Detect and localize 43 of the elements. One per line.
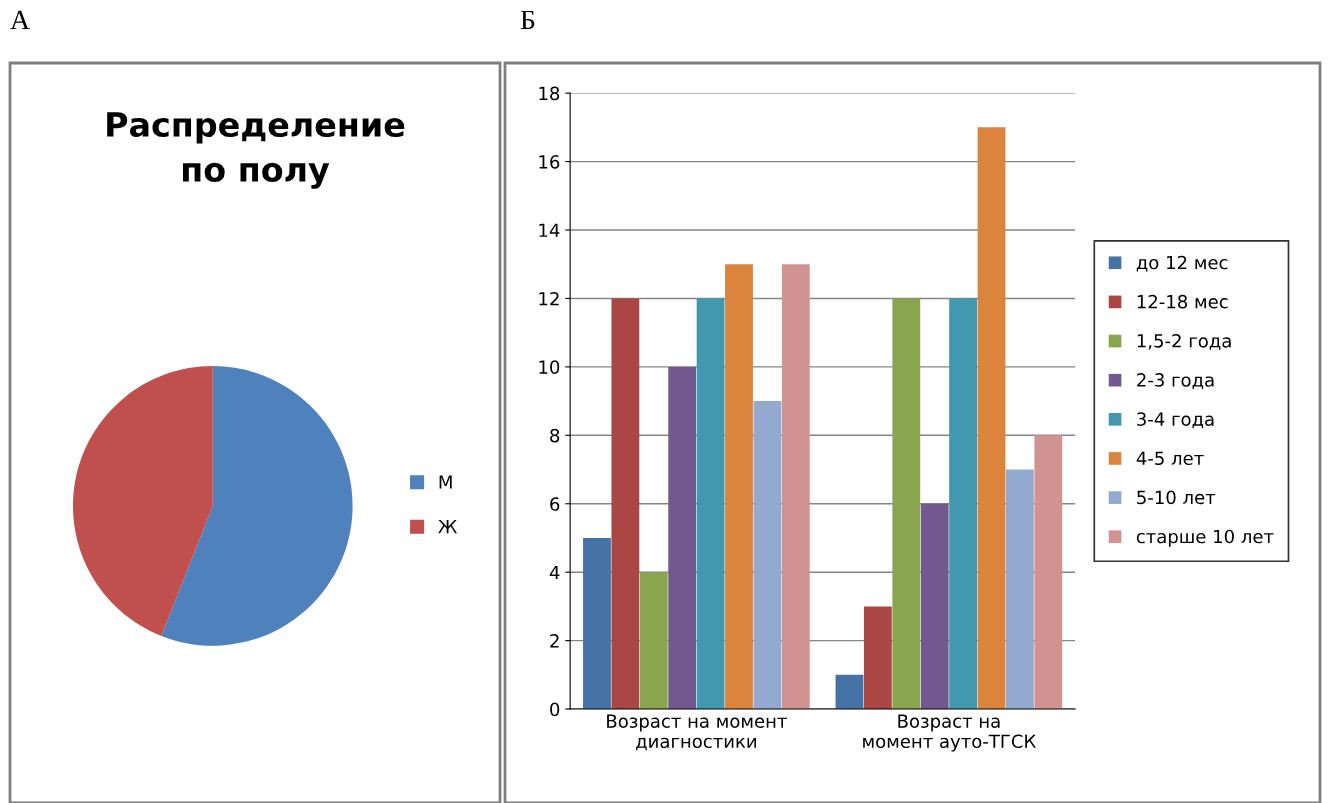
y-tick-label: 12 [539,291,559,306]
bar [753,401,782,710]
text: Б [520,10,535,30]
bar [863,606,892,710]
bar [696,298,725,710]
legend-label: до 12 мес [1136,255,1228,272]
legend-label: М [439,475,452,489]
pie-slice [161,366,353,646]
y-tick-label: 14 [539,223,560,237]
y-tick-label: 0 [550,702,560,717]
legend-label: 2-3 года [1137,373,1214,389]
legend-label: 5-10 лет [1137,490,1216,505]
bar [977,127,1006,710]
y-tick-label: 16 [539,155,560,169]
y-tick-label: 4 [549,565,560,580]
bar [835,674,864,710]
legend-label: 3-4 года [1137,412,1214,429]
bar [781,264,810,710]
bar [639,572,668,710]
bar [1006,469,1034,710]
legend-label: Ж [438,519,457,534]
y-tick-label: 8 [550,428,560,443]
chart-title: Распределение по полу [107,112,405,189]
legend-label: 4-5 лет [1136,451,1204,466]
legend-label: 1,5-2 года [1137,333,1231,350]
y-tick-label: 10 [539,360,560,374]
bar [725,264,753,710]
legend-label: старше 10 лет [1136,529,1274,547]
bar [1034,435,1063,710]
y-tick-label: 2 [550,634,559,648]
bar [668,366,697,710]
pie-slice [72,366,213,636]
bar [583,537,611,710]
bar [949,298,978,710]
legend-label: 12-18 мес [1137,294,1228,309]
bar [892,298,921,710]
x-tick-label: Возраст на момент диагностики [607,714,787,751]
y-tick-label: 6 [550,497,560,511]
x-tick-label: Возраст на момент ауто-ТГСК [863,714,1036,752]
text: А [10,10,30,30]
bar [920,503,949,710]
bar [611,298,640,710]
y-tick-label: 18 [539,86,560,101]
